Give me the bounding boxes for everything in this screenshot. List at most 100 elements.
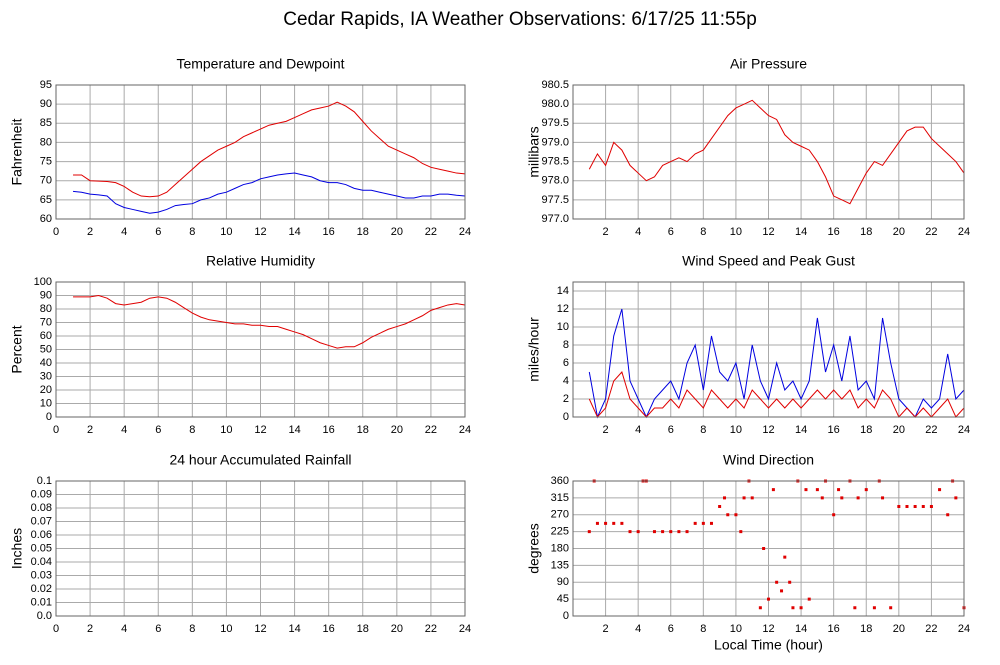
x-tick-label: 10 bbox=[730, 424, 742, 436]
data-point bbox=[775, 580, 779, 584]
data-point bbox=[791, 606, 795, 610]
x-tick-label: 4 bbox=[635, 623, 641, 635]
x-tick-label: 22 bbox=[425, 226, 437, 238]
y-tick-label: 979.0 bbox=[541, 136, 569, 148]
x-tick-label: 22 bbox=[925, 226, 937, 238]
y-tick-label: 50 bbox=[40, 343, 52, 355]
x-tick-label: 12 bbox=[254, 623, 266, 635]
x-tick-label: 12 bbox=[254, 226, 266, 238]
x-tick-label: 10 bbox=[730, 623, 742, 635]
plot-frame bbox=[55, 84, 466, 220]
y-tick-label: 65 bbox=[40, 194, 52, 206]
data-point bbox=[807, 597, 811, 601]
data-point bbox=[864, 488, 868, 492]
data-line bbox=[73, 101, 466, 198]
y-tick-label: 8 bbox=[563, 339, 569, 351]
x-tick-label: 20 bbox=[391, 623, 403, 635]
data-line bbox=[588, 308, 965, 419]
x-tick-label: 0 bbox=[53, 424, 59, 436]
x-tick-label: 6 bbox=[155, 424, 161, 436]
x-tick-label: 16 bbox=[323, 226, 335, 238]
y-tick-label: 12 bbox=[557, 303, 569, 315]
x-tick-label: 20 bbox=[391, 226, 403, 238]
x-tick-label: 8 bbox=[700, 226, 706, 238]
data-point bbox=[783, 555, 787, 559]
x-tick-label: 22 bbox=[925, 424, 937, 436]
data-point bbox=[734, 513, 738, 517]
x-tick-label: 18 bbox=[860, 226, 872, 238]
x-tick-label: 2 bbox=[87, 424, 93, 436]
y-tick-label: 0.03 bbox=[31, 569, 52, 581]
y-tick-label: 979.5 bbox=[541, 117, 569, 129]
data-point bbox=[840, 496, 844, 500]
x-axis-label: Local Time (hour) bbox=[714, 637, 823, 653]
x-tick-label: 16 bbox=[828, 226, 840, 238]
data-point bbox=[612, 521, 616, 525]
data-point bbox=[799, 606, 803, 610]
x-tick-label: 6 bbox=[668, 424, 674, 436]
x-tick-label: 2 bbox=[603, 226, 609, 238]
data-point bbox=[837, 488, 841, 492]
x-tick-label: 16 bbox=[828, 424, 840, 436]
data-point bbox=[669, 530, 673, 534]
x-tick-label: 14 bbox=[288, 424, 300, 436]
x-tick-label: 10 bbox=[220, 623, 232, 635]
x-tick-label: 8 bbox=[700, 424, 706, 436]
plot-frame bbox=[55, 281, 466, 418]
data-point bbox=[685, 530, 689, 534]
x-tick-label: 12 bbox=[762, 623, 774, 635]
y-tick-label: 90 bbox=[557, 576, 569, 588]
x-tick-label: 4 bbox=[121, 623, 127, 635]
data-point bbox=[856, 496, 860, 500]
x-tick-label: 18 bbox=[357, 226, 369, 238]
y-tick-label: 270 bbox=[551, 509, 569, 521]
data-point bbox=[872, 606, 876, 610]
chart-title: Air Pressure bbox=[730, 56, 807, 72]
x-tick-label: 2 bbox=[603, 623, 609, 635]
y-tick-label: 225 bbox=[551, 526, 569, 538]
y-axis-label: Fahrenheit bbox=[9, 118, 25, 185]
x-tick-label: 6 bbox=[668, 226, 674, 238]
data-point bbox=[946, 513, 950, 517]
x-tick-label: 0 bbox=[53, 623, 59, 635]
y-tick-label: 80 bbox=[40, 136, 52, 148]
x-tick-label: 4 bbox=[121, 226, 127, 238]
data-point bbox=[905, 505, 909, 508]
data-point bbox=[701, 521, 705, 525]
data-point bbox=[767, 597, 770, 601]
x-tick-label: 16 bbox=[323, 424, 335, 436]
data-point bbox=[938, 488, 942, 492]
y-tick-label: 85 bbox=[40, 117, 52, 129]
data-point bbox=[742, 496, 746, 500]
x-tick-label: 18 bbox=[357, 623, 369, 635]
y-tick-label: 75 bbox=[40, 155, 52, 167]
x-tick-label: 24 bbox=[459, 623, 471, 635]
y-tick-label: 0.0 bbox=[37, 610, 52, 622]
x-tick-label: 24 bbox=[459, 226, 471, 238]
y-tick-label: 45 bbox=[557, 593, 569, 605]
data-point bbox=[661, 530, 665, 534]
y-tick-label: 980.5 bbox=[541, 79, 569, 91]
x-tick-label: 18 bbox=[860, 424, 872, 436]
data-point bbox=[652, 530, 656, 534]
y-axis-label: degrees bbox=[526, 523, 542, 574]
x-tick-label: 2 bbox=[87, 226, 93, 238]
x-tick-label: 8 bbox=[700, 623, 706, 635]
y-tick-label: 95 bbox=[40, 79, 52, 91]
x-tick-label: 8 bbox=[189, 623, 195, 635]
plot-frame bbox=[572, 480, 965, 617]
data-point bbox=[762, 547, 766, 550]
y-tick-label: 2 bbox=[563, 393, 569, 405]
y-tick-label: 977.5 bbox=[541, 194, 569, 206]
y-tick-label: 0.04 bbox=[31, 556, 52, 568]
y-axis-label: millibars bbox=[526, 126, 542, 177]
data-line bbox=[588, 371, 965, 418]
x-tick-label: 12 bbox=[762, 226, 774, 238]
x-tick-label: 6 bbox=[155, 623, 161, 635]
x-tick-label: 10 bbox=[730, 226, 742, 238]
y-tick-label: 0.02 bbox=[31, 583, 52, 595]
data-point bbox=[677, 530, 681, 534]
y-tick-label: 80 bbox=[40, 303, 52, 315]
y-tick-label: 0.06 bbox=[31, 529, 52, 541]
